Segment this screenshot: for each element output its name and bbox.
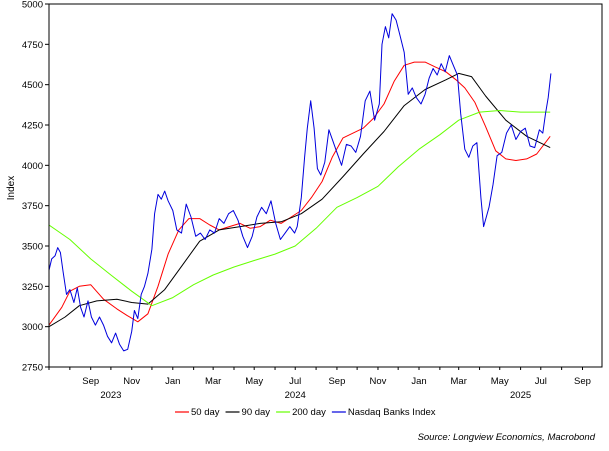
y-tick-label: 4750	[22, 40, 43, 51]
series-line-50-day	[49, 61, 551, 326]
y-tick-label: 4250	[22, 121, 43, 132]
x-tick-label: Sep	[574, 376, 591, 387]
y-tick-label: 3500	[22, 242, 43, 253]
series-layer	[49, 13, 552, 352]
x-year-label: 2025	[510, 390, 531, 401]
y-tick-label: 4000	[22, 161, 43, 172]
series-line-200-day	[49, 110, 551, 307]
x-tick-label: Nov	[370, 376, 387, 387]
x-year-label: 2024	[285, 390, 306, 401]
y-tick-label: 3250	[22, 282, 43, 293]
x-tick-label: Jan	[411, 376, 426, 387]
x-tick-label: Nov	[123, 376, 140, 387]
y-tick-label: 4500	[22, 80, 43, 91]
y-tick-label: 5000	[22, 0, 43, 11]
x-tick-label: May	[245, 376, 263, 387]
y-tick-label: 3000	[22, 322, 43, 333]
legend-label-nasdaq-banks-index: Nasdaq Banks Index	[348, 407, 436, 418]
x-tick-label: Jul	[289, 376, 301, 387]
x-year-label: 2023	[100, 390, 121, 401]
x-axis: Sep Nov Jan Mar May Jul Sep Nov Jan Mar May Jul Sep2…	[48, 367, 591, 401]
x-tick-label: Jul	[535, 376, 547, 387]
series-line-nasdaq-banks-index	[49, 13, 552, 352]
x-tick-label: Sep	[82, 376, 99, 387]
legend-label-50-day: 50 day	[191, 407, 220, 418]
legend-label-90-day: 90 day	[242, 407, 271, 418]
y-tick-label: 2750	[22, 363, 43, 374]
y-axis: 2750 3000 3250 3500 3750 4000 4250 4500 4750 5000	[22, 0, 49, 374]
plot-area-frame	[48, 3, 603, 368]
x-tick-label: Mar	[205, 376, 221, 387]
source-note: Source: Longview Economics, Macrobond	[418, 432, 596, 443]
y-axis-title: Index	[6, 176, 17, 200]
x-tick-label: Jan	[165, 376, 180, 387]
x-tick-label: Mar	[451, 376, 467, 387]
y-tick-label: 3750	[22, 201, 43, 212]
legend: 50 day 90 day 200 day Nasdaq Banks Index	[175, 407, 436, 418]
x-tick-label: May	[491, 376, 509, 387]
series-line-90-day	[49, 72, 551, 328]
legend-label-200-day: 200 day	[292, 407, 326, 418]
x-tick-label: Sep	[328, 376, 345, 387]
